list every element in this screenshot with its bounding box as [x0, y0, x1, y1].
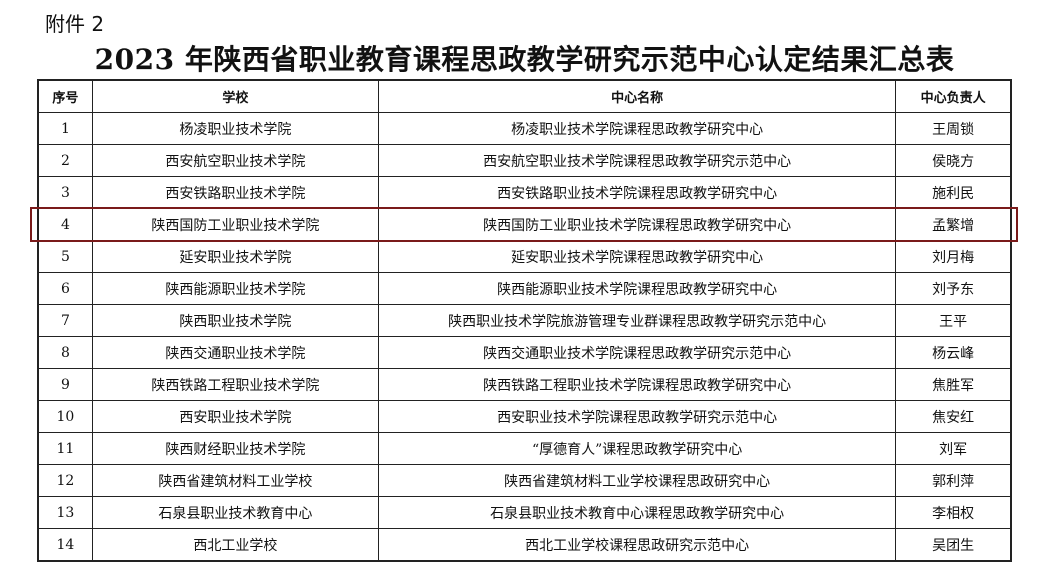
- page-title: 2023 年陕西省职业教育课程思政教学研究示范中心认定结果汇总表: [94, 43, 955, 76]
- cell-index: 5: [37, 240, 93, 273]
- results-table: 序号 学校 中心名称 中心负责人 1 杨凌职业技术学院 杨凌职业技术学院课程思政教学…: [37, 79, 1012, 562]
- table-row: 1 杨凌职业技术学院 杨凌职业技术学院课程思政教学研究中心 王周锁: [37, 112, 1012, 145]
- cell-center-name: 陕西国防工业职业技术学院课程思政教学研究中心: [377, 208, 897, 241]
- table-row: 3 西安铁路职业技术学院 西安铁路职业技术学院课程思政教学研究中心 施利民: [37, 176, 1012, 209]
- cell-index: 10: [37, 400, 93, 433]
- cell-school: 延安职业技术学院: [91, 240, 379, 273]
- cell-center-name: 西安航空职业技术学院课程思政教学研究示范中心: [377, 144, 897, 177]
- cell-school: 西安铁路职业技术学院: [91, 176, 379, 209]
- cell-leader: 孟繁增: [895, 208, 1012, 241]
- cell-leader: 焦安红: [895, 400, 1012, 433]
- cell-leader: 郭利萍: [895, 464, 1012, 497]
- cell-index: 1: [37, 112, 93, 145]
- cell-center-name: 西北工业学校课程思政研究示范中心: [377, 528, 897, 562]
- cell-index: 12: [37, 464, 93, 497]
- cell-school: 陕西能源职业技术学院: [91, 272, 379, 305]
- cell-school: 陕西交通职业技术学院: [91, 336, 379, 369]
- table-row: 14 西北工业学校 西北工业学校课程思政研究示范中心 吴团生: [37, 528, 1012, 562]
- cell-index: 8: [37, 336, 93, 369]
- table-row: 4 陕西国防工业职业技术学院 陕西国防工业职业技术学院课程思政教学研究中心 孟繁增: [37, 208, 1012, 241]
- cell-leader: 焦胜军: [895, 368, 1012, 401]
- header-school: 学校: [91, 79, 379, 113]
- header-index: 序号: [37, 79, 93, 113]
- cell-leader: 刘月梅: [895, 240, 1012, 273]
- cell-school: 杨凌职业技术学院: [91, 112, 379, 145]
- cell-school: 陕西财经职业技术学院: [91, 432, 379, 465]
- cell-center-name: 陕西交通职业技术学院课程思政教学研究示范中心: [377, 336, 897, 369]
- cell-index: 7: [37, 304, 93, 337]
- cell-school: 石泉县职业技术教育中心: [91, 496, 379, 529]
- cell-index: 13: [37, 496, 93, 529]
- cell-school: 陕西国防工业职业技术学院: [91, 208, 379, 241]
- cell-school: 西安职业技术学院: [91, 400, 379, 433]
- cell-index: 4: [37, 208, 93, 241]
- cell-center-name: 石泉县职业技术教育中心课程思政教学研究中心: [377, 496, 897, 529]
- table-row: 6 陕西能源职业技术学院 陕西能源职业技术学院课程思政教学研究中心 刘予东: [37, 272, 1012, 305]
- cell-center-name: 西安铁路职业技术学院课程思政教学研究中心: [377, 176, 897, 209]
- table-row: 11 陕西财经职业技术学院 “厚德育人”课程思政教学研究中心 刘军: [37, 432, 1012, 465]
- cell-center-name: 西安职业技术学院课程思政教学研究示范中心: [377, 400, 897, 433]
- cell-index: 11: [37, 432, 93, 465]
- header-center-name: 中心名称: [377, 79, 897, 113]
- attachment-label: 附件 2: [45, 12, 105, 36]
- table-row: 9 陕西铁路工程职业技术学院 陕西铁路工程职业技术学院课程思政教学研究中心 焦胜军: [37, 368, 1012, 401]
- cell-leader: 吴团生: [895, 528, 1012, 562]
- cell-center-name: 杨凌职业技术学院课程思政教学研究中心: [377, 112, 897, 145]
- table-row: 7 陕西职业技术学院 陕西职业技术学院旅游管理专业群课程思政教学研究示范中心 王平: [37, 304, 1012, 337]
- cell-center-name: 陕西职业技术学院旅游管理专业群课程思政教学研究示范中心: [377, 304, 897, 337]
- cell-center-name: 陕西省建筑材料工业学校课程思政研究中心: [377, 464, 897, 497]
- cell-school: 陕西铁路工程职业技术学院: [91, 368, 379, 401]
- table-row: 8 陕西交通职业技术学院 陕西交通职业技术学院课程思政教学研究示范中心 杨云峰: [37, 336, 1012, 369]
- cell-school: 西北工业学校: [91, 528, 379, 562]
- cell-school: 陕西职业技术学院: [91, 304, 379, 337]
- cell-school: 陕西省建筑材料工业学校: [91, 464, 379, 497]
- cell-center-name: “厚德育人”课程思政教学研究中心: [377, 432, 897, 465]
- cell-leader: 施利民: [895, 176, 1012, 209]
- table-row: 2 西安航空职业技术学院 西安航空职业技术学院课程思政教学研究示范中心 侯晓方: [37, 144, 1012, 177]
- cell-leader: 杨云峰: [895, 336, 1012, 369]
- cell-leader: 刘军: [895, 432, 1012, 465]
- cell-leader: 李相权: [895, 496, 1012, 529]
- table-header-row: 序号 学校 中心名称 中心负责人: [37, 79, 1012, 113]
- cell-leader: 王平: [895, 304, 1012, 337]
- table-row: 5 延安职业技术学院 延安职业技术学院课程思政教学研究中心 刘月梅: [37, 240, 1012, 273]
- cell-center-name: 陕西能源职业技术学院课程思政教学研究中心: [377, 272, 897, 305]
- cell-index: 3: [37, 176, 93, 209]
- table-row: 10 西安职业技术学院 西安职业技术学院课程思政教学研究示范中心 焦安红: [37, 400, 1012, 433]
- cell-index: 9: [37, 368, 93, 401]
- cell-leader: 刘予东: [895, 272, 1012, 305]
- cell-leader: 王周锁: [895, 112, 1012, 145]
- cell-school: 西安航空职业技术学院: [91, 144, 379, 177]
- header-leader: 中心负责人: [895, 79, 1012, 113]
- cell-center-name: 陕西铁路工程职业技术学院课程思政教学研究中心: [377, 368, 897, 401]
- table-row: 12 陕西省建筑材料工业学校 陕西省建筑材料工业学校课程思政研究中心 郭利萍: [37, 464, 1012, 497]
- cell-index: 14: [37, 528, 93, 562]
- cell-center-name: 延安职业技术学院课程思政教学研究中心: [377, 240, 897, 273]
- table-row: 13 石泉县职业技术教育中心 石泉县职业技术教育中心课程思政教学研究中心 李相权: [37, 496, 1012, 529]
- cell-leader: 侯晓方: [895, 144, 1012, 177]
- cell-index: 2: [37, 144, 93, 177]
- cell-index: 6: [37, 272, 93, 305]
